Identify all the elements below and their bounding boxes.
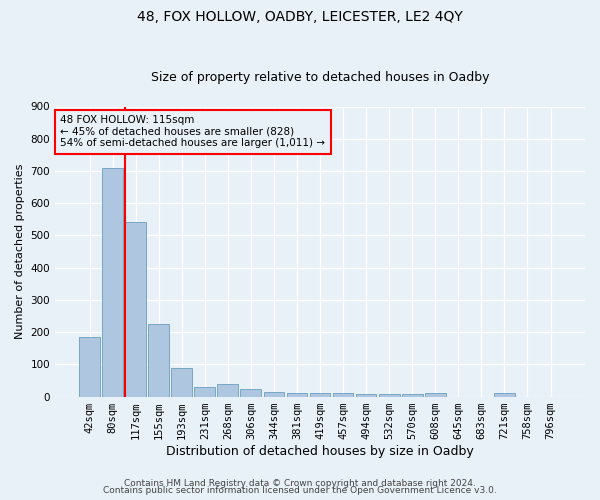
Bar [194,387,215,396]
Bar [287,392,307,396]
Bar [425,394,446,396]
Bar [148,324,169,396]
Bar [263,392,284,396]
Bar [125,222,146,396]
Text: Contains public sector information licensed under the Open Government Licence v3: Contains public sector information licen… [103,486,497,495]
Y-axis label: Number of detached properties: Number of detached properties [15,164,25,339]
Title: Size of property relative to detached houses in Oadby: Size of property relative to detached ho… [151,72,489,85]
Text: 48, FOX HOLLOW, OADBY, LEICESTER, LE2 4QY: 48, FOX HOLLOW, OADBY, LEICESTER, LE2 4Q… [137,10,463,24]
Bar [402,394,422,396]
Bar [79,337,100,396]
Bar [494,394,515,396]
Text: 48 FOX HOLLOW: 115sqm
← 45% of detached houses are smaller (828)
54% of semi-det: 48 FOX HOLLOW: 115sqm ← 45% of detached … [61,115,325,148]
Text: Contains HM Land Registry data © Crown copyright and database right 2024.: Contains HM Land Registry data © Crown c… [124,478,476,488]
Bar [102,168,123,396]
Bar [332,394,353,396]
Bar [379,394,400,396]
Bar [241,388,261,396]
Bar [172,368,192,396]
X-axis label: Distribution of detached houses by size in Oadby: Distribution of detached houses by size … [166,444,474,458]
Bar [310,392,331,396]
Bar [217,384,238,396]
Bar [356,394,376,396]
